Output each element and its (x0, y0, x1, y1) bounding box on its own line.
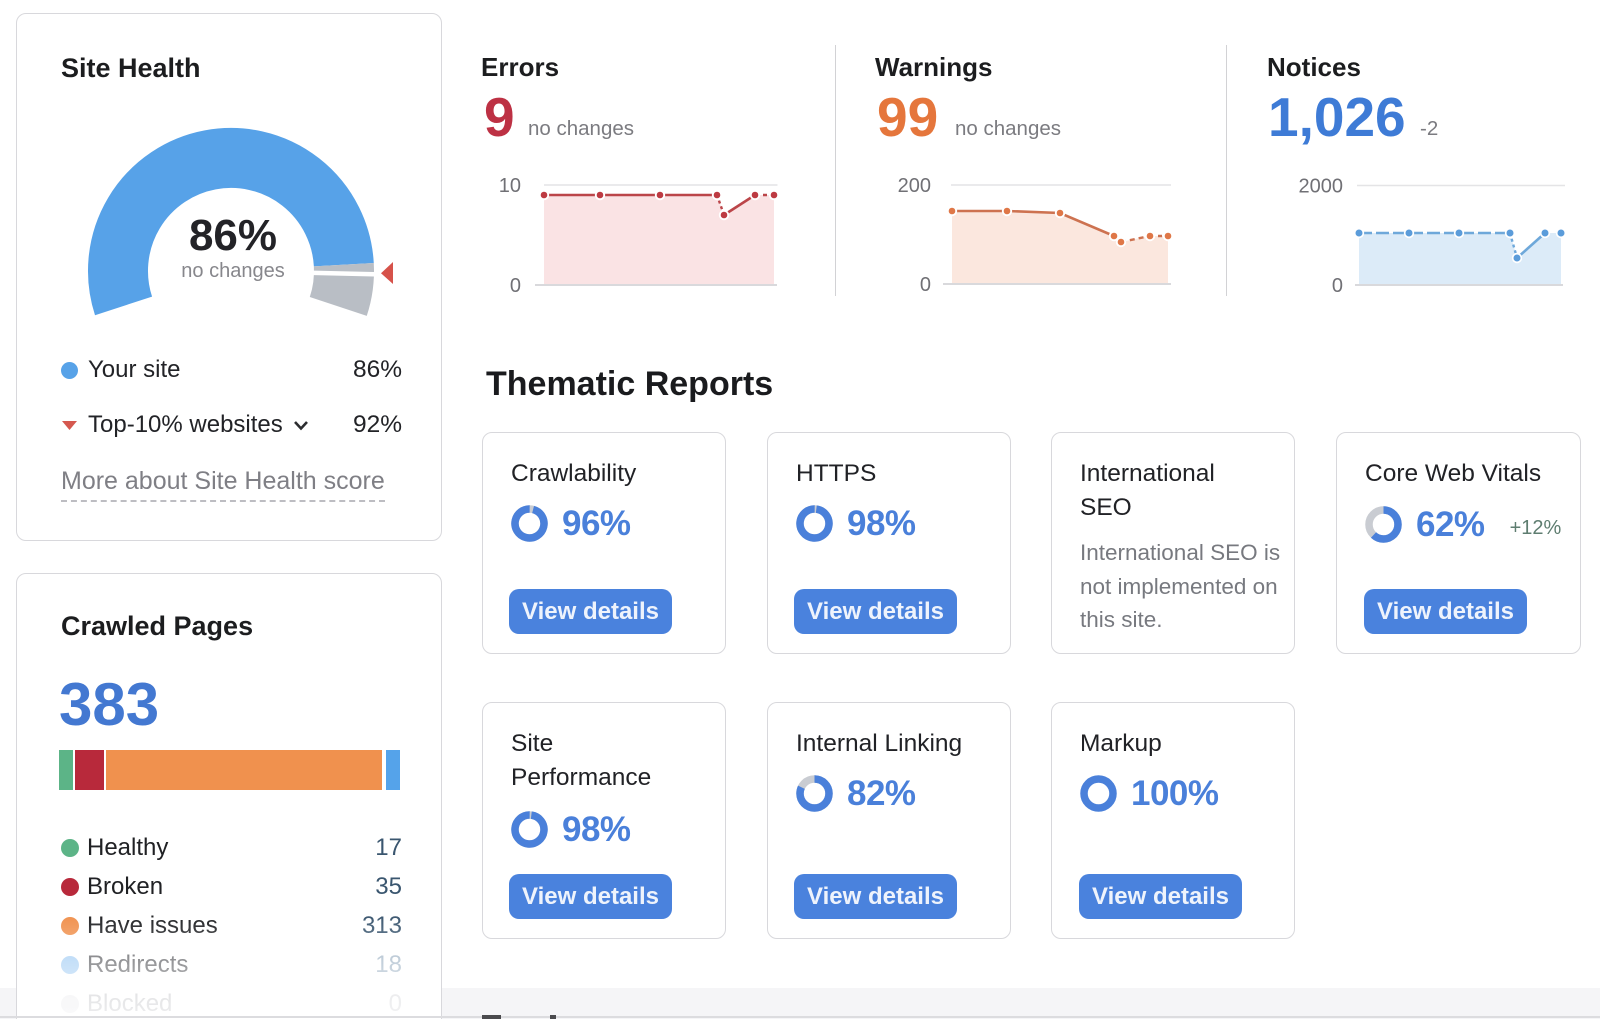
svg-text:200: 200 (898, 175, 931, 197)
svg-text:0: 0 (920, 274, 931, 296)
svg-text:0: 0 (1332, 275, 1343, 297)
svg-text:10: 10 (499, 175, 521, 197)
svg-text:0: 0 (510, 275, 521, 297)
svg-text:2000: 2000 (1299, 176, 1344, 198)
